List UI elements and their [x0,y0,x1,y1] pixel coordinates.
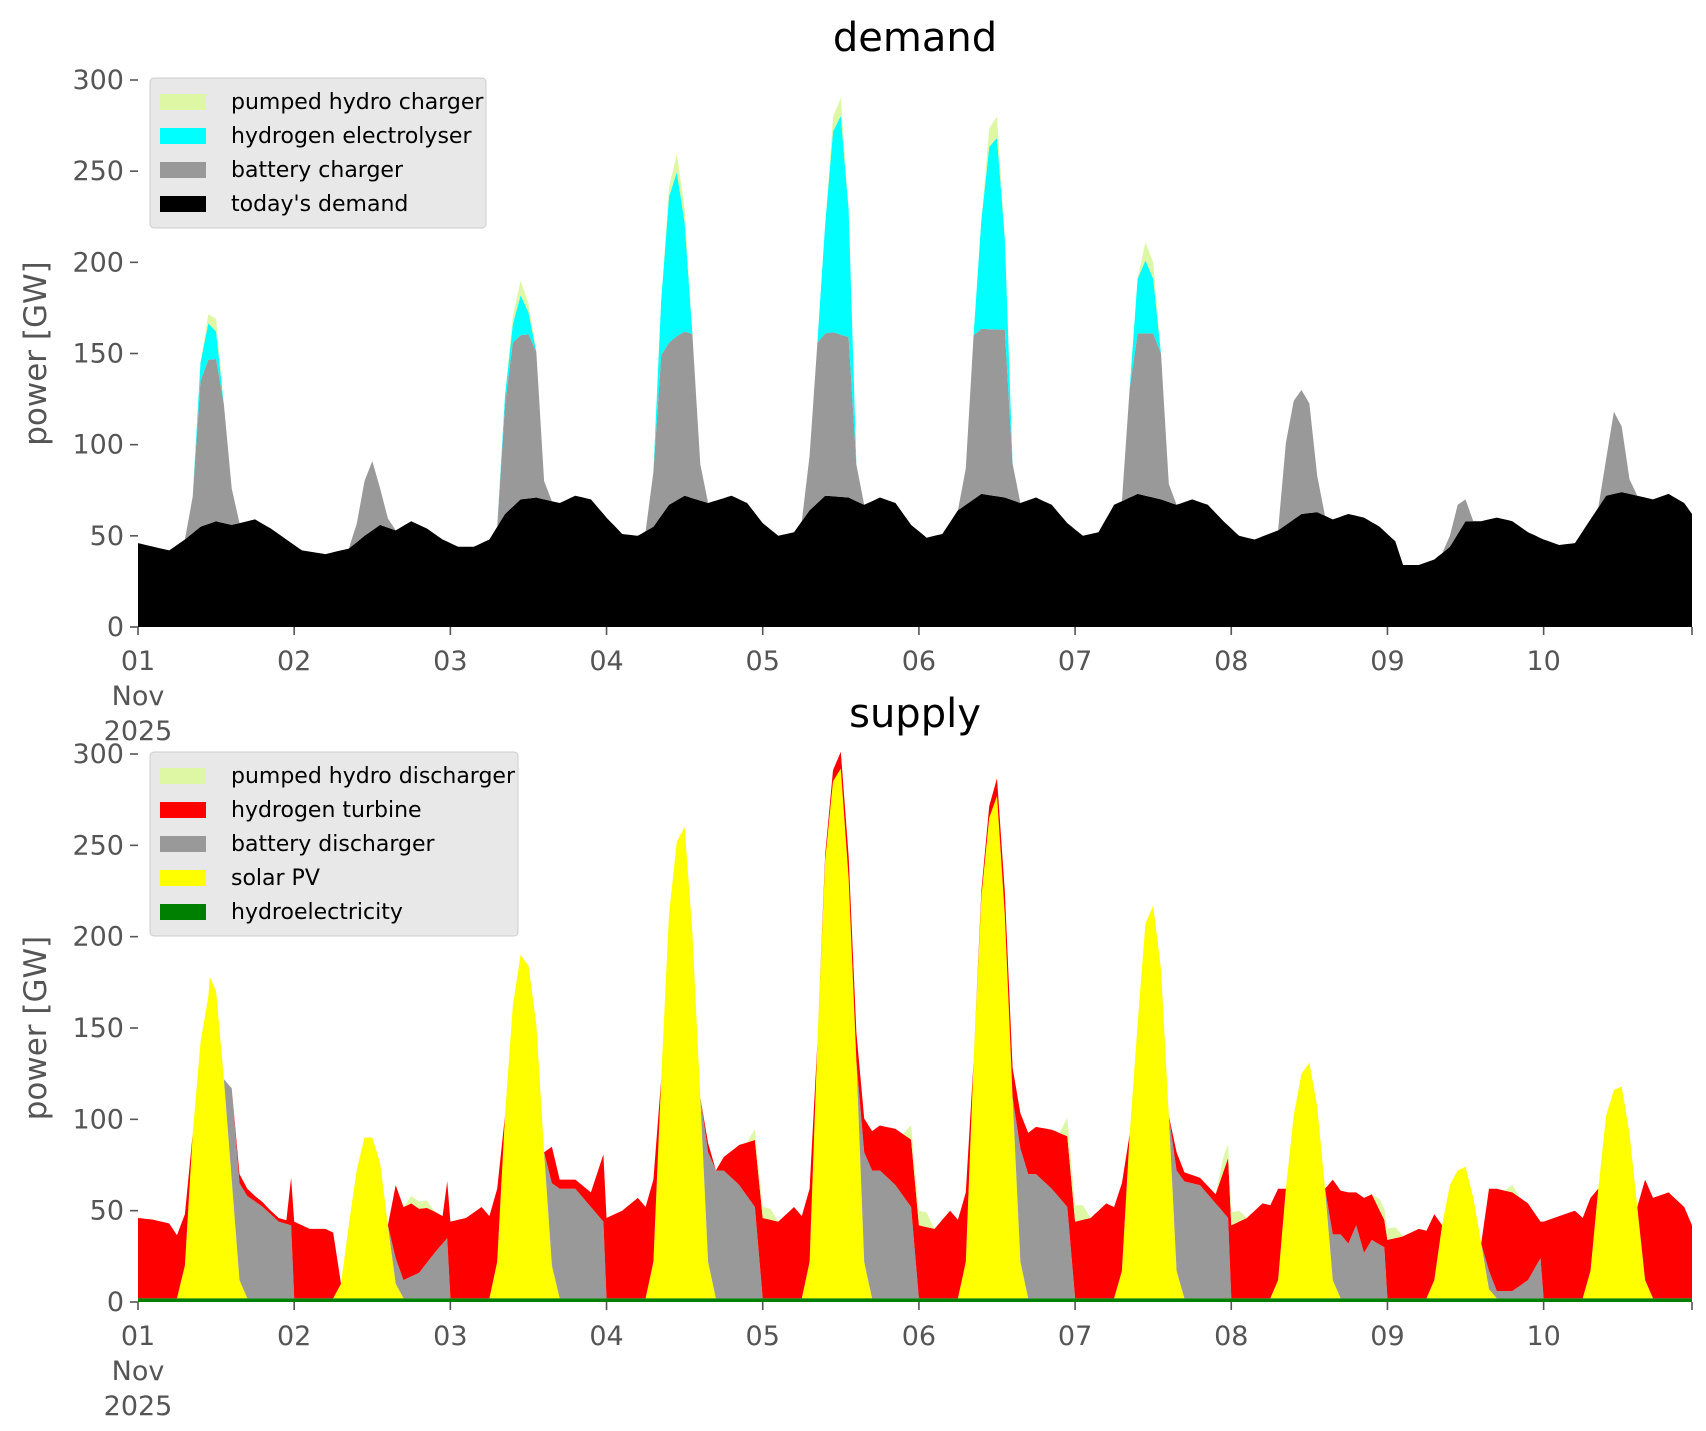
legend-label-today-s-demand: today's demand [231,192,408,217]
legend-swatch-pumped-hydro-charger [160,94,206,110]
y-axis: 0 50 100 150 200 250 300 power [GW] [18,65,138,643]
x-tick-label: 06 [902,1321,936,1352]
y-tick-label: 0 [107,1287,124,1318]
y-tick-label: 100 [72,1104,124,1135]
legend-swatch-solar-pv [160,870,206,886]
legend-swatch-hydrogen-electrolyser [160,128,206,144]
legend-box [149,77,487,229]
x-tick-label: 01 [121,646,155,677]
area-battery-charger [138,328,1692,565]
x-tick-label: 05 [746,1321,780,1352]
y-tick-label: 150 [72,1013,124,1044]
y-axis: 0 50 100 150 200 250 300 power [GW] [18,739,138,1318]
x-tick-label: 04 [589,1321,623,1352]
y-tick-label: 300 [72,739,124,770]
area-today-s-demand [138,492,1692,627]
legend-label-battery-discharger: battery discharger [231,832,436,857]
legend-label-pumped-hydro-discharger: pumped hydro discharger [231,764,516,789]
legend-swatch-hydrogen-turbine [160,802,206,818]
x-tick-label: 03 [433,1321,467,1352]
x-tick-label: 09 [1370,646,1404,677]
legend-label-solar-pv: solar PV [231,866,320,891]
x-tick-label: Nov [112,681,165,712]
x-axis: 01 Nov 2025 02 03 04 05 06 07 08 09 10 [104,627,1693,747]
x-tick-label: 09 [1370,1321,1404,1352]
x-tick-label: 2025 [104,1391,173,1422]
area-pumped-hydro-discharger [138,751,1692,1284]
chart-title: supply [849,691,981,737]
y-axis-label: power [GW] [18,936,54,1121]
area-hydrogen-turbine [138,751,1692,1299]
y-tick-label: 300 [72,65,124,96]
legend-swatch-hydroelectricity [160,904,206,920]
x-tick-label: 02 [277,1321,311,1352]
legend: pumped hydro discharger hydrogen turbine b… [149,751,519,937]
legend-label-hydrogen-turbine: hydrogen turbine [231,798,422,823]
x-tick-label: 08 [1214,1321,1248,1352]
legend-label-battery-charger: battery charger [231,158,404,183]
legend-box [149,751,519,937]
y-tick-label: 200 [72,247,124,278]
stacked-areas [138,97,1692,627]
x-tick-label: 10 [1526,1321,1560,1352]
area-hydroelectricity [138,1298,1692,1302]
x-tick-label: 07 [1058,1321,1092,1352]
x-tick-label: 02 [277,646,311,677]
y-tick-label: 0 [107,612,124,643]
legend-swatch-today-s-demand [160,196,206,212]
legend-label-hydrogen-electrolyser: hydrogen electrolyser [231,124,472,149]
y-tick-label: 250 [72,156,124,187]
x-tick-label: 08 [1214,646,1248,677]
y-tick-label: 250 [72,830,124,861]
y-tick-label: 100 [72,430,124,461]
y-tick-label: 50 [90,1196,124,1227]
legend-label-hydroelectricity: hydroelectricity [231,900,403,925]
x-tick-label: 04 [589,646,623,677]
area-solar-pv [138,768,1692,1299]
x-tick-label: Nov [112,1356,165,1387]
y-tick-label: 50 [90,521,124,552]
y-tick-label: 150 [72,339,124,370]
legend-label-pumped-hydro-charger: pumped hydro charger [231,90,484,115]
x-tick-label: 06 [902,646,936,677]
x-tick-label: 07 [1058,646,1092,677]
y-tick-label: 200 [72,922,124,953]
legend-swatch-battery-charger [160,162,206,178]
chart-title: demand [833,15,997,61]
legend-swatch-pumped-hydro-discharger [160,768,206,784]
x-tick-label: 2025 [104,716,173,747]
legend-swatch-battery-discharger [160,836,206,852]
legend: pumped hydro charger hydrogen electrolyse… [149,77,487,229]
x-tick-label: 10 [1526,646,1560,677]
y-axis-label: power [GW] [18,261,54,446]
x-tick-label: 03 [433,646,467,677]
x-axis: 01 Nov 2025 02 03 04 05 06 07 08 09 10 [104,1302,1693,1422]
stacked-areas [138,751,1692,1302]
x-tick-label: 01 [121,1321,155,1352]
x-tick-label: 05 [746,646,780,677]
